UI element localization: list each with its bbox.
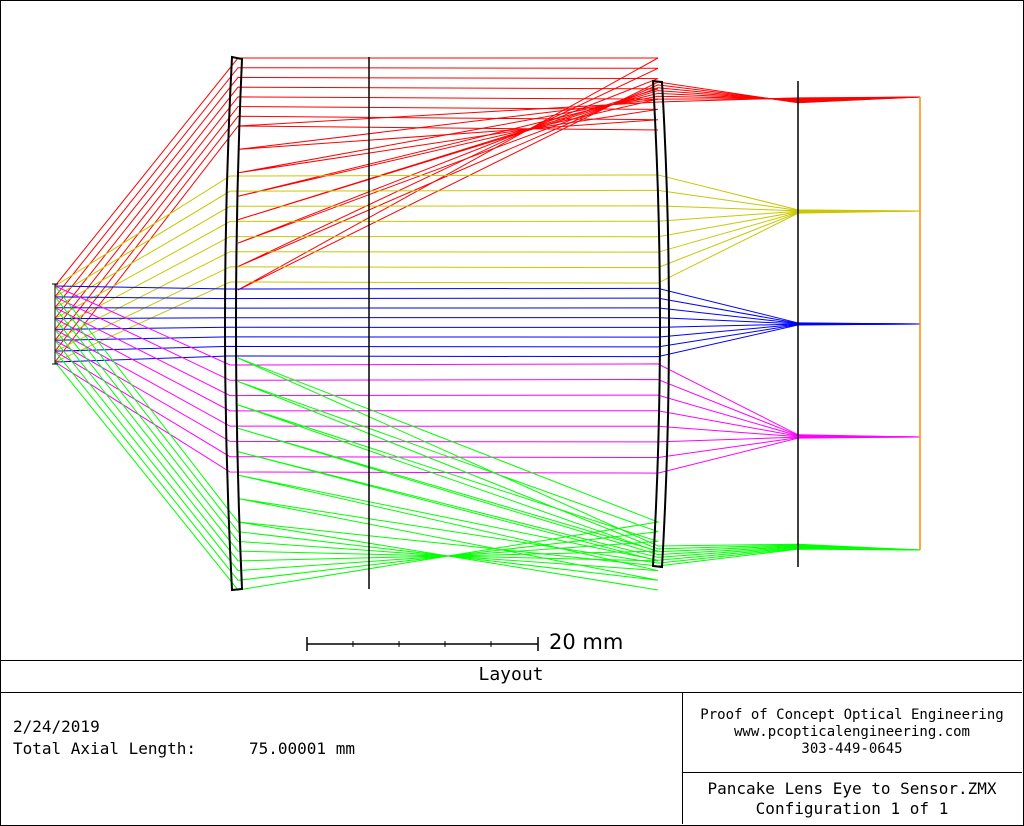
company-name: Proof of Concept Optical Engineering <box>700 707 1004 723</box>
company-website: www.pcopticalengineering.com <box>733 724 970 740</box>
ray-bundle-blue <box>54 285 921 363</box>
ray-bundle-magenta <box>54 285 921 474</box>
divider <box>682 692 683 824</box>
ray-blue <box>54 323 921 363</box>
ray-magenta <box>54 285 921 438</box>
ray-magenta <box>54 318 921 438</box>
date-text: 2/24/2019 <box>13 717 100 736</box>
company-block: Proof of Concept Optical Engineering www… <box>683 707 1021 758</box>
total-axial-length: Total Axial Length: 75.00001 mm <box>13 739 355 758</box>
divider <box>0 660 1022 661</box>
lens-1-outline <box>224 55 244 592</box>
ray-bundles <box>54 57 921 591</box>
ray-yellow <box>54 210 921 363</box>
configuration: Configuration 1 of 1 <box>755 799 949 818</box>
layout-title: Layout <box>478 664 544 685</box>
lens-2-outline <box>651 79 670 569</box>
total-axial-length-value: 75.00001 mm <box>249 739 355 758</box>
ray-blue <box>54 296 921 325</box>
ray-bundle-yellow <box>54 174 921 363</box>
ray-yellow <box>54 174 921 287</box>
ray-bundle-green <box>54 285 921 591</box>
file-block: Pancake Lens Eye to Sensor.ZMX Configura… <box>683 779 1021 819</box>
total-axial-length-label: Total Axial Length: <box>13 739 197 758</box>
scale-bar-label: 20 mm <box>549 630 624 654</box>
divider <box>0 692 1022 693</box>
ray-magenta <box>54 361 921 474</box>
ray-bundle-red <box>54 57 921 363</box>
ray-red <box>54 86 921 319</box>
file-name: Pancake Lens Eye to Sensor.ZMX <box>707 779 997 798</box>
scale-bar <box>306 637 539 651</box>
optical-elements <box>52 55 921 592</box>
optical-layout-plot <box>52 55 921 651</box>
ray-magenta <box>54 328 921 438</box>
divider <box>682 772 1022 773</box>
company-phone: 303-449-0645 <box>801 741 903 757</box>
ray-yellow <box>54 210 921 330</box>
